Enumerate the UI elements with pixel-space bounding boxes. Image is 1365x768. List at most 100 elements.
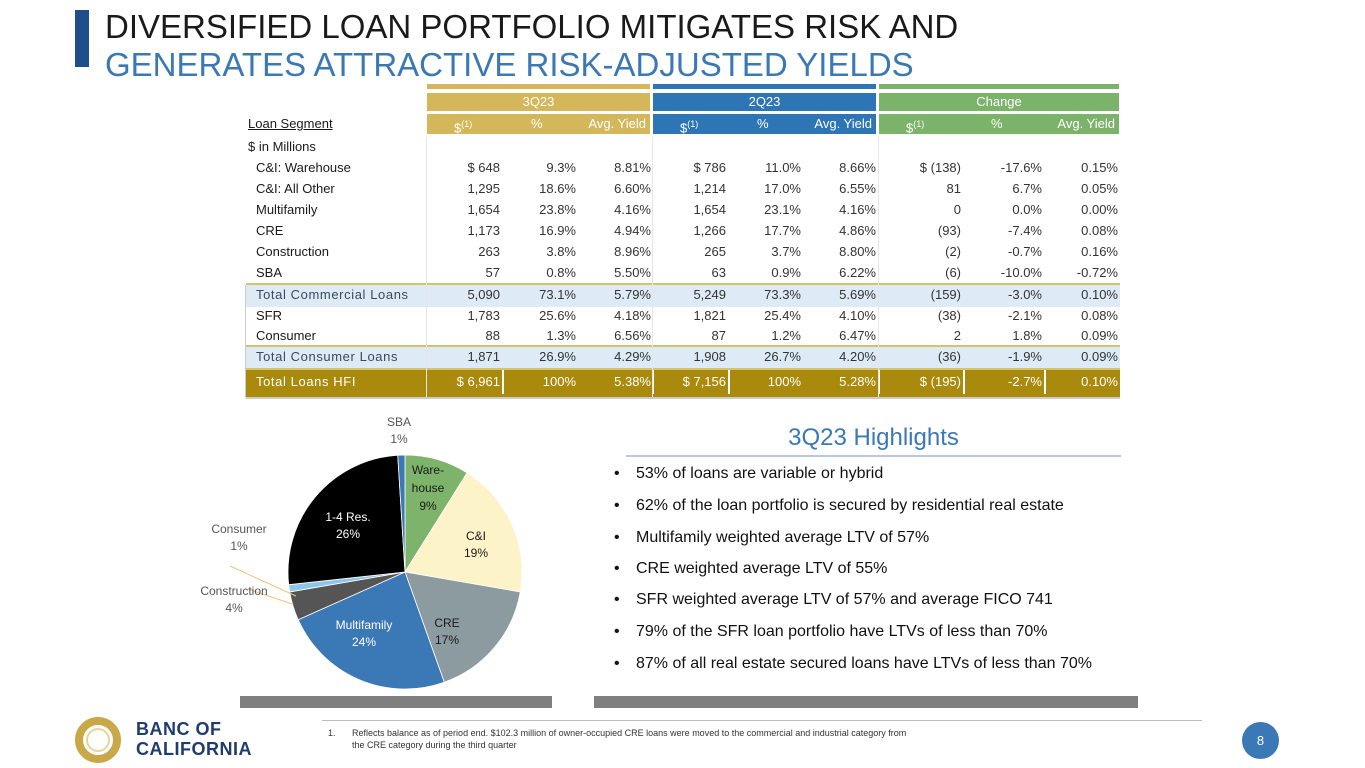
units-label: $ in Millions — [248, 139, 316, 154]
page-number: 8 — [1242, 722, 1279, 759]
footnote: 1. Reflects balance as of period end. $10… — [328, 727, 1008, 751]
title-accent-bar — [75, 10, 89, 67]
table-cell: 0.08% — [1081, 223, 1118, 238]
table-cell: $ 648 — [467, 160, 500, 175]
row-label: CRE — [256, 223, 284, 238]
highlight-bullet: • 87% of all real estate secured loans ha… — [614, 655, 1092, 673]
highlight-text: 62% of the loan portfolio is secured by … — [636, 497, 1064, 514]
pie-leader-line — [247, 588, 293, 605]
table-cell: 73.3% — [764, 287, 801, 302]
highlights-title: 3Q23 Highlights — [788, 424, 959, 451]
table-cell: 5.69% — [839, 287, 876, 302]
row-label: Consumer — [256, 328, 316, 343]
table-cell: 100% — [767, 374, 801, 389]
highlight-bullet: • 53% of loans are variable or hybrid — [614, 465, 883, 483]
pie-label-multifamily: Multifamily 24% — [335, 618, 393, 649]
table-cell: 8.81% — [614, 160, 651, 175]
pie-slice-c-i — [404, 472, 523, 593]
period-header-2q23: 2Q23 — [653, 93, 876, 111]
table-cell: -0.72% — [1076, 265, 1118, 280]
table-cell: 1,908 — [693, 349, 726, 364]
total-row-separator — [1044, 370, 1046, 394]
table-cell: 0.05% — [1081, 181, 1118, 196]
table-cell: -7.4% — [1008, 223, 1042, 238]
column-group-border — [878, 137, 879, 397]
table-cell: -3.0% — [1008, 287, 1042, 302]
table-cell: 0.8% — [546, 265, 576, 280]
table-cell: $ (195) — [919, 374, 961, 389]
logo-line1: BANC OF — [136, 719, 222, 739]
subheader-dollar-2: $(1) — [906, 114, 924, 138]
subheader-dollar-1: $(1) — [680, 114, 698, 138]
highlight-text: 87% of all real estate secured loans hav… — [636, 655, 1092, 672]
table-cell: 0.15% — [1081, 160, 1118, 175]
table-cell: (38) — [937, 308, 961, 323]
loan-segment-header: Loan Segment — [248, 116, 333, 131]
subheader-yield-2: Avg. Yield — [1057, 116, 1115, 131]
highlight-bullet: • 62% of the loan portfolio is secured by… — [614, 497, 1064, 515]
total-row-separator — [728, 370, 730, 394]
highlight-text: Multifamily weighted average LTV of 57% — [636, 529, 930, 546]
column-group-border — [652, 137, 653, 397]
table-cell: 73.1% — [539, 287, 576, 302]
highlights-divider — [626, 455, 1121, 457]
table-cell: 5.79% — [614, 287, 651, 302]
table-cell: -17.6% — [1000, 160, 1042, 175]
pie-slice-1-4-res- — [287, 454, 406, 586]
footer-divider — [322, 720, 1202, 721]
table-cell: (159) — [930, 287, 961, 302]
left-gray-bar — [240, 696, 552, 708]
table-cell: 23.8% — [539, 202, 576, 217]
bullet-dot: • — [614, 529, 620, 546]
total-row-separator — [502, 370, 504, 394]
table-cell: 2 — [953, 328, 961, 343]
footnote-line1: Reflects balance as of period end. $102.… — [352, 728, 907, 738]
subtotal-band — [246, 283, 1120, 307]
table-cell: 100% — [542, 374, 576, 389]
table-cell: $ (138) — [919, 160, 961, 175]
table-cell: 26.9% — [539, 349, 576, 364]
table-cell: 1.8% — [1012, 328, 1042, 343]
table-cell: 1,783 — [467, 308, 500, 323]
total-band — [246, 368, 1120, 398]
table-cell: 0.09% — [1081, 349, 1118, 364]
table-cell: -0.7% — [1008, 244, 1042, 259]
table-cell: 1,214 — [693, 181, 726, 196]
subheader-3q23 — [427, 114, 650, 134]
row-label: Multifamily — [256, 202, 318, 217]
banc-logo-icon — [75, 717, 121, 763]
table-cell: (2) — [945, 244, 961, 259]
table-cell: 17.7% — [764, 223, 801, 238]
highlight-text: CRE weighted average LTV of 55% — [636, 560, 888, 577]
table-cell: -1.9% — [1008, 349, 1042, 364]
table-cell: 6.56% — [614, 328, 651, 343]
period-header-3q23: 3Q23 — [427, 93, 650, 111]
table-cell: 3.8% — [546, 244, 576, 259]
table-cell: 26.7% — [764, 349, 801, 364]
table-cell: 18.6% — [539, 181, 576, 196]
table-cell: 0.10% — [1081, 374, 1118, 389]
table-cell: 88 — [485, 328, 500, 343]
highlight-bullet: • Multifamily weighted average LTV of 57% — [614, 529, 929, 547]
table-cell: 57 — [485, 265, 500, 280]
row-label: SBA — [256, 265, 283, 280]
logo-line2: CALIFORNIA — [136, 739, 252, 759]
subheader-change — [879, 114, 1119, 134]
table-cell: 9.3% — [546, 160, 576, 175]
period-topline-3q23 — [427, 84, 650, 89]
row-label: C&I: Warehouse — [256, 160, 351, 175]
table-cell: 0.9% — [771, 265, 801, 280]
dollar-label: $ — [680, 120, 688, 136]
period-header-change: Change — [879, 93, 1119, 111]
row-label: Total Loans HFI — [256, 374, 357, 389]
table-cell: 5.38% — [614, 374, 651, 389]
table-cell: 1,173 — [467, 223, 500, 238]
table-cell: 1,821 — [693, 308, 726, 323]
bullet-dot: • — [614, 497, 620, 514]
table-cell: 25.4% — [764, 308, 801, 323]
table-cell: 23.1% — [764, 202, 801, 217]
table-cell: 4.10% — [839, 308, 876, 323]
table-cell: 4.94% — [614, 223, 651, 238]
subheader-pct-0: % — [531, 116, 543, 131]
